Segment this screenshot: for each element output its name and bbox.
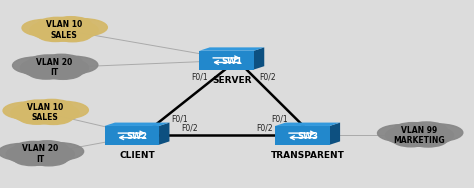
Ellipse shape: [377, 125, 424, 142]
Ellipse shape: [35, 111, 73, 124]
Polygon shape: [159, 123, 169, 145]
Polygon shape: [275, 123, 340, 126]
Polygon shape: [330, 123, 340, 145]
Text: F0/1: F0/1: [191, 72, 208, 81]
Text: F0/2: F0/2: [257, 123, 273, 132]
Ellipse shape: [38, 17, 76, 31]
Text: VLAN 10
SALES: VLAN 10 SALES: [46, 20, 82, 40]
Text: VLAN 10
SALES: VLAN 10 SALES: [27, 103, 63, 123]
Ellipse shape: [38, 28, 73, 42]
Ellipse shape: [54, 28, 91, 42]
Text: SW3: SW3: [297, 132, 318, 141]
Ellipse shape: [44, 66, 82, 79]
Ellipse shape: [30, 152, 68, 166]
Ellipse shape: [49, 56, 98, 74]
Polygon shape: [275, 126, 330, 145]
Text: SW2: SW2: [127, 132, 147, 141]
Text: SERVER: SERVER: [212, 76, 252, 85]
Ellipse shape: [27, 141, 68, 156]
Text: VLAN 20
IT: VLAN 20 IT: [36, 58, 73, 77]
Ellipse shape: [19, 100, 57, 114]
Ellipse shape: [19, 111, 54, 124]
Ellipse shape: [22, 19, 68, 36]
Text: TRANSPARENT: TRANSPARENT: [271, 151, 345, 160]
Text: F0/2: F0/2: [260, 72, 276, 81]
Ellipse shape: [11, 102, 79, 124]
Ellipse shape: [14, 152, 49, 166]
Polygon shape: [104, 126, 159, 145]
Ellipse shape: [35, 143, 83, 160]
Text: SW1: SW1: [221, 57, 242, 66]
Ellipse shape: [20, 57, 89, 79]
Ellipse shape: [406, 122, 447, 137]
Ellipse shape: [394, 123, 431, 136]
Text: F0/2: F0/2: [182, 123, 198, 132]
Ellipse shape: [393, 134, 428, 147]
Ellipse shape: [30, 19, 98, 41]
Ellipse shape: [0, 143, 45, 161]
Text: VLAN 99
MARKETING: VLAN 99 MARKETING: [394, 126, 445, 145]
Polygon shape: [254, 47, 264, 70]
Polygon shape: [199, 51, 254, 70]
Ellipse shape: [409, 133, 447, 147]
Ellipse shape: [29, 55, 66, 68]
Ellipse shape: [12, 57, 59, 74]
Ellipse shape: [41, 54, 82, 69]
Ellipse shape: [50, 17, 91, 32]
Text: F0/1: F0/1: [171, 114, 188, 123]
Ellipse shape: [385, 124, 454, 146]
Ellipse shape: [3, 102, 49, 119]
Text: F0/1: F0/1: [271, 114, 288, 123]
Ellipse shape: [39, 101, 88, 119]
Polygon shape: [199, 47, 264, 51]
Text: CLIENT: CLIENT: [119, 151, 155, 160]
Ellipse shape: [58, 19, 107, 36]
Ellipse shape: [31, 99, 73, 114]
Polygon shape: [104, 123, 169, 126]
Ellipse shape: [414, 124, 463, 141]
Text: VLAN 20
IT: VLAN 20 IT: [22, 144, 58, 164]
Ellipse shape: [28, 66, 64, 79]
Ellipse shape: [6, 143, 74, 165]
Ellipse shape: [15, 141, 52, 155]
